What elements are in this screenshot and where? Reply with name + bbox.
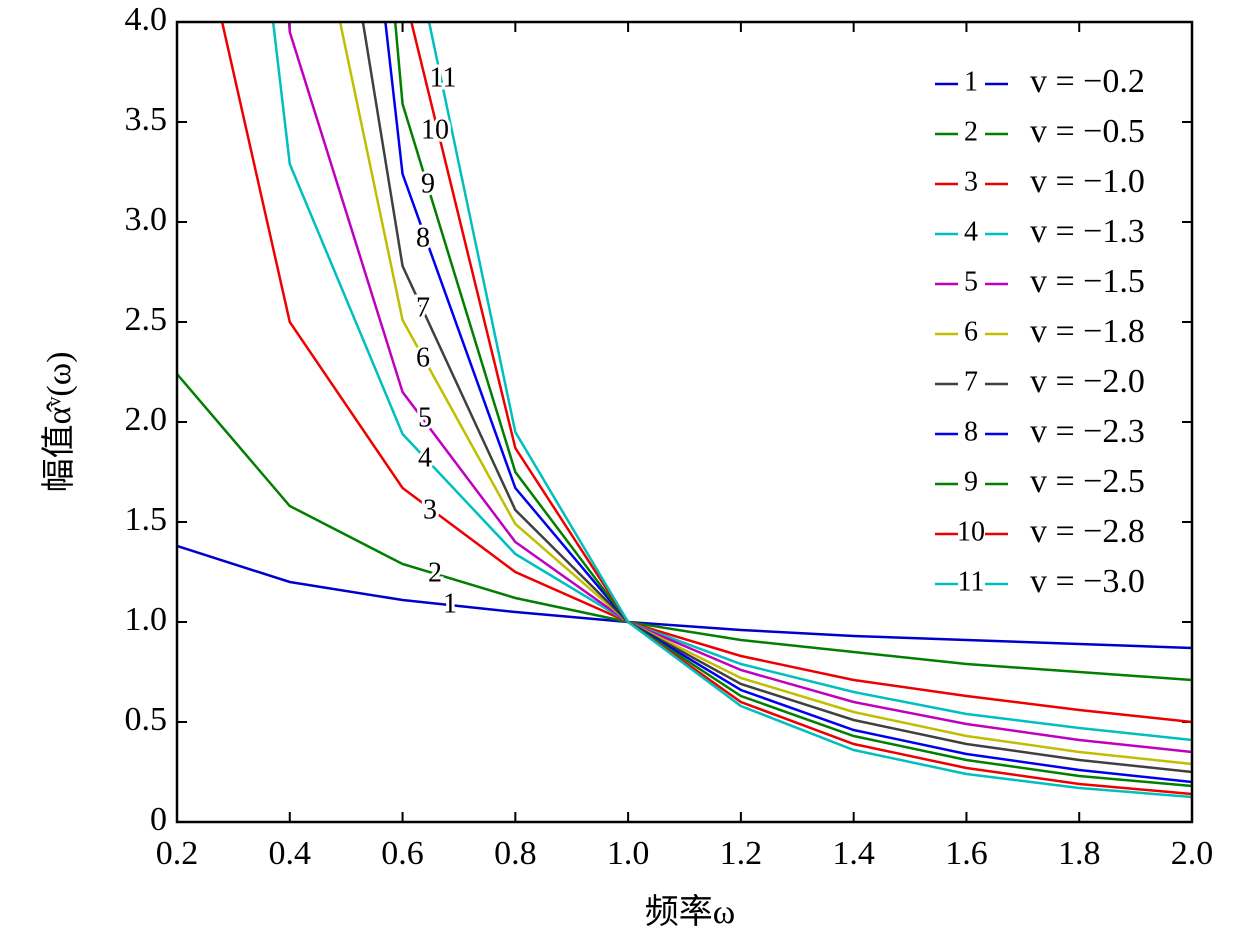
legend-number: 7 [964,366,978,397]
legend-number: 10 [957,516,985,547]
inline-label: 9 [421,168,435,199]
y-tick-label: 1.5 [125,501,168,538]
legend-label: v = −2.8 [1030,513,1145,550]
y-tick-label: 4.0 [125,1,168,38]
inline-label: 8 [416,222,430,253]
inline-label: 4 [418,442,432,473]
series-line [287,22,1192,754]
inline-label: 5 [418,402,432,433]
inline-label: 7 [416,292,430,323]
series-line [271,22,1192,742]
inline-label: 3 [423,494,437,525]
y-tick-label: 0 [150,801,167,838]
x-tick-label: 1.0 [607,835,650,872]
y-tick-label: 3.0 [125,201,168,238]
x-tick-label: 0.2 [156,835,199,872]
y-axis-label: 幅值α̂ᵛ(ω) [40,352,78,493]
series-line [338,22,1192,766]
inline-label: 11 [430,62,457,93]
y-tick-label: 1.0 [125,601,168,638]
series-line [410,22,1192,796]
x-tick-label: 0.4 [269,835,312,872]
legend-label: v = −0.5 [1030,113,1145,150]
plot-frame [175,20,1194,824]
x-tick-label: 1.8 [1058,835,1101,872]
inline-label: 1 [443,588,457,619]
y-tick-label: 3.5 [125,101,168,138]
legend-label: v = −1.8 [1030,313,1145,350]
legend-number: 1 [964,66,978,97]
x-tick-label: 0.6 [381,835,424,872]
series-line [177,373,1192,682]
series-line [384,22,1192,784]
x-tick-label: 0.8 [494,835,537,872]
legend-number: 4 [964,216,978,247]
y-tick-label: 0.5 [125,701,168,738]
legend-label: v = −1.3 [1030,213,1145,250]
legend-label: v = −2.3 [1030,413,1145,450]
legend-label: v = −1.5 [1030,263,1145,300]
inline-label: 2 [428,557,442,588]
legend-number: 9 [964,466,978,497]
series-line [361,22,1192,774]
legend-number: 8 [964,416,978,447]
y-tick-label: 2.0 [125,401,168,438]
inline-label: 6 [416,342,430,373]
legend-number: 11 [958,566,985,597]
x-tick-label: 2.0 [1171,835,1214,872]
legend-number: 5 [964,266,978,297]
legend-number: 3 [964,166,978,197]
y-tick-label: 2.5 [125,301,168,338]
legend-number: 6 [964,316,978,347]
series-line [427,22,1192,799]
series-line [393,22,1192,788]
x-tick-label: 1.6 [945,835,988,872]
legend-label: v = −0.2 [1030,63,1145,100]
legend-number: 2 [964,116,978,147]
legend-label: v = −2.5 [1030,463,1145,500]
x-tick-label: 1.4 [832,835,875,872]
series-line [177,544,1192,650]
x-tick-label: 1.2 [720,835,763,872]
inline-label: 10 [421,114,449,145]
x-axis-label: 频率ω [645,893,735,931]
series-line [220,22,1192,724]
legend-label: v = −1.0 [1030,163,1145,200]
legend-label: v = −2.0 [1030,363,1145,400]
legend-label: v = −3.0 [1030,563,1145,600]
